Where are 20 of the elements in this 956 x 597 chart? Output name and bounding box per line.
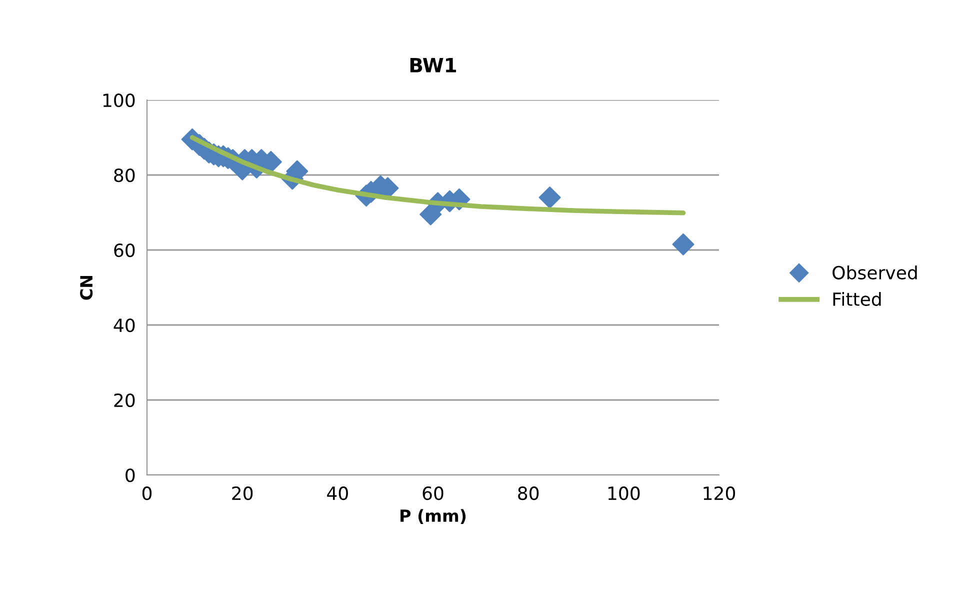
- x-tick-label: 80: [518, 486, 539, 500]
- x-tick-label: 120: [704, 486, 736, 500]
- y-tick-label: 20: [114, 393, 135, 408]
- x-tick-label: 100: [608, 486, 640, 500]
- chart-title: BW1: [410, 58, 456, 72]
- x-tick-label: 0: [142, 486, 152, 500]
- x-tick-label: 60: [422, 486, 444, 500]
- legend-label: Fitted: [833, 292, 881, 306]
- point: [672, 233, 694, 256]
- y-tick-label: 100: [103, 93, 135, 108]
- y-tick-label: 40: [114, 318, 135, 332]
- x-axis-title: P (mm): [400, 509, 466, 524]
- y-axis-title: CN: [80, 276, 93, 300]
- point: [538, 186, 561, 208]
- y-tick-label: 0: [126, 468, 135, 482]
- x-tick-label: 20: [232, 486, 253, 500]
- x-tick-label: 40: [327, 486, 348, 500]
- y-tick-label: 60: [114, 243, 135, 258]
- legend-label: Observed: [832, 266, 917, 280]
- y-tick-label: 80: [114, 168, 135, 182]
